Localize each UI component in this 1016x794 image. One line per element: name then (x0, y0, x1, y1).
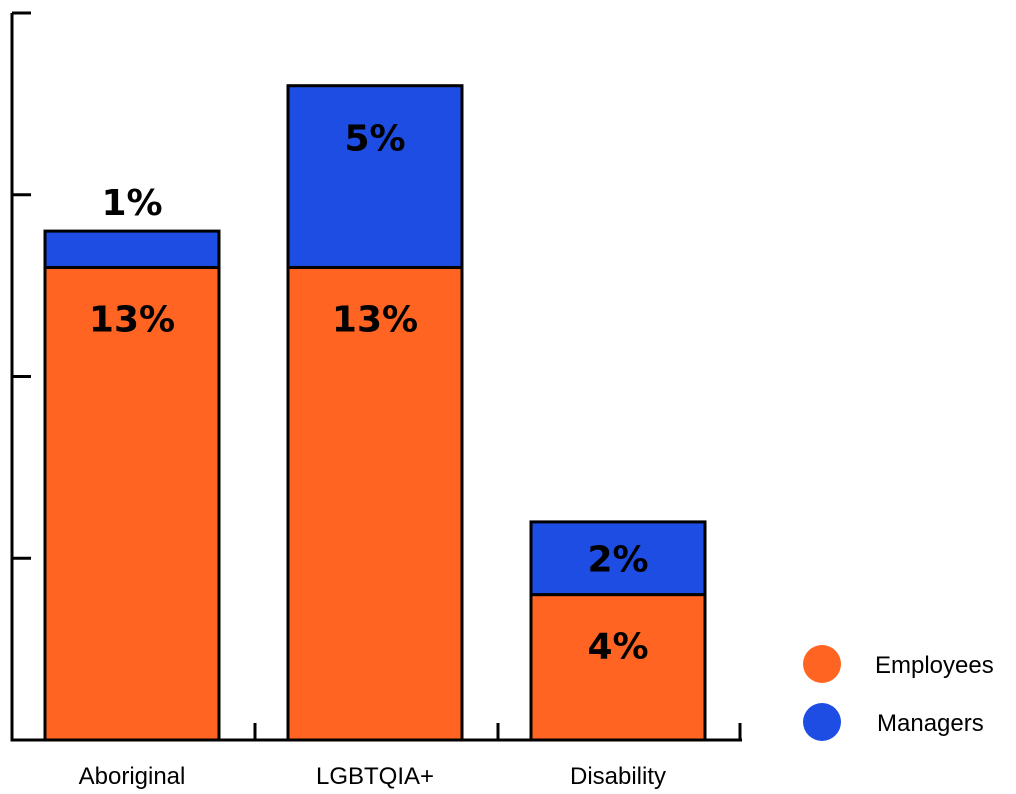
legend: Employees Managers (803, 645, 994, 741)
bar-managers-aboriginal (43, 229, 221, 269)
value-label-managers-aboriginal: 1% (101, 183, 162, 224)
value-label-employees-disability: 4% (587, 627, 648, 668)
bar-value-labels: 13% 1% 13% 5% 4% 2% (89, 119, 649, 668)
value-label-managers-lgbtqia: 5% (344, 119, 405, 160)
category-label: Disability (570, 763, 666, 790)
legend-label-managers: Managers (877, 710, 984, 737)
category-labels: Aboriginal LGBTQIA+ Disability (79, 763, 666, 790)
bar-employees-lgbtqia (286, 265, 464, 742)
value-label-managers-disability: 2% (587, 539, 648, 580)
category-label: Aboriginal (79, 763, 186, 790)
category-label: LGBTQIA+ (316, 763, 434, 790)
value-label-employees-aboriginal: 13% (89, 299, 175, 340)
legend-swatch-managers (803, 703, 841, 741)
legend-swatch-employees (803, 645, 841, 683)
bar-employees-disability (529, 593, 707, 742)
value-label-employees-lgbtqia: 13% (332, 299, 418, 340)
bar-managers-lgbtqia (286, 84, 464, 269)
bars (43, 84, 707, 742)
legend-label-employees: Employees (875, 652, 994, 679)
bar-managers-disability (529, 520, 707, 597)
